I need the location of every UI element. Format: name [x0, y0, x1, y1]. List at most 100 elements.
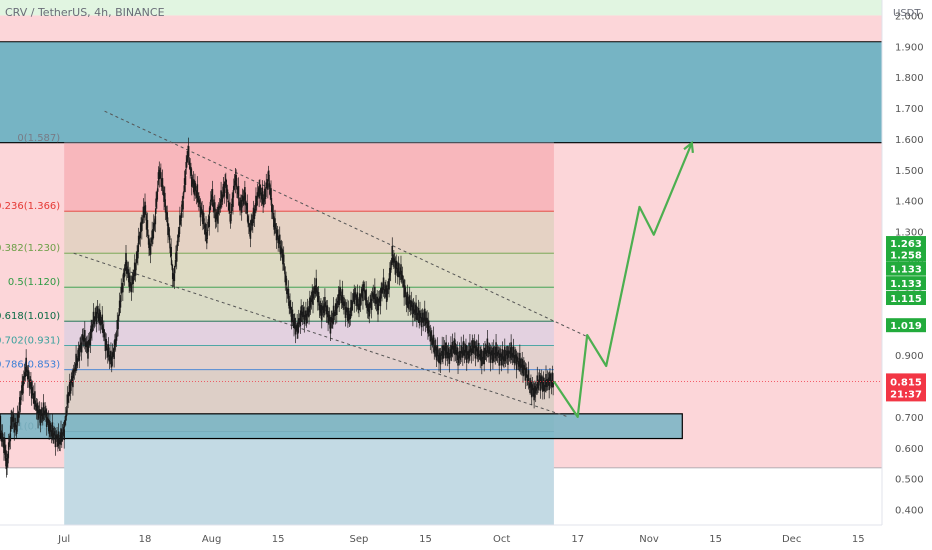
- candle-body: [323, 307, 325, 314]
- candle-body: [498, 355, 501, 366]
- candle-body: [305, 310, 307, 318]
- candle-body: [500, 353, 502, 358]
- candle-body: [393, 258, 396, 263]
- candle-body: [328, 314, 331, 322]
- price-axis[interactable]: 2.000 1.900 1.800 1.700 1.600 1.500 1.400 1.300…: [881, 0, 932, 550]
- candle-body: [537, 383, 539, 389]
- candle-body: [417, 307, 420, 315]
- candle-body: [220, 190, 222, 201]
- fib-band-lower: [64, 431, 554, 525]
- candle-body: [512, 346, 515, 356]
- candle-body: [350, 299, 352, 310]
- candle-body: [197, 197, 199, 202]
- candle-body: [362, 290, 364, 302]
- candle-body: [469, 342, 471, 353]
- candle-body: [302, 307, 305, 314]
- candle-body: [41, 413, 44, 420]
- candle-body: [72, 369, 75, 374]
- candle-body: [407, 301, 409, 309]
- candle-body: [40, 409, 43, 416]
- candle-body: [329, 324, 332, 334]
- candle-body: [317, 292, 320, 300]
- candle-body: [202, 212, 205, 222]
- candle-body: [509, 352, 512, 359]
- current-price-value: 0.815: [890, 377, 922, 388]
- candle-body: [45, 409, 47, 414]
- candle-body: [357, 303, 359, 307]
- candle-body: [45, 416, 48, 428]
- candle-body: [485, 350, 488, 356]
- fib-band-0: [64, 142, 554, 212]
- candle-body: [267, 170, 270, 177]
- candle-body: [341, 289, 344, 300]
- candle-body: [412, 307, 414, 318]
- candle-body: [43, 411, 46, 416]
- candle-body: [359, 299, 362, 306]
- fib-level-label-1: 0.236(1.366): [0, 201, 60, 212]
- candle-body: [530, 388, 533, 398]
- candle-body: [548, 379, 550, 391]
- candle-body: [334, 311, 337, 316]
- price-tick-3: 1.700: [895, 104, 924, 115]
- candle-body: [426, 317, 428, 324]
- candle-body: [237, 186, 240, 197]
- candle-body: [195, 192, 198, 198]
- fib-level-label-2: 0.382(1.230): [0, 243, 60, 254]
- time-tick-11: 15: [852, 534, 865, 545]
- candle-body: [423, 308, 426, 319]
- candle-body: [267, 180, 269, 190]
- time-tick-7: 17: [571, 534, 584, 545]
- candle-body: [480, 350, 482, 357]
- candle-body: [519, 352, 521, 364]
- candle-body: [243, 196, 245, 205]
- time-axis[interactable]: Jul 18 Aug 15 Sep 15 Oct 17 Nov 15 Dec 15: [0, 524, 932, 550]
- candle-body: [60, 428, 62, 438]
- candle-body: [206, 237, 208, 244]
- candle-body: [31, 387, 34, 393]
- candle-body: [47, 418, 50, 424]
- candle-body: [232, 197, 234, 207]
- candle-body: [281, 248, 283, 254]
- candle-body: [356, 292, 359, 302]
- candle-body: [358, 293, 361, 303]
- candle-body: [538, 375, 541, 380]
- candle-body: [87, 348, 89, 359]
- candle-body: [531, 384, 534, 390]
- candle-body: [56, 435, 58, 439]
- candle-body: [251, 219, 254, 226]
- fib-level-label-4: 0.618(1.010): [0, 311, 60, 322]
- candle-body: [108, 355, 111, 362]
- candle-body: [445, 342, 447, 352]
- price-tag-label-2: 1.133: [890, 265, 922, 276]
- candle-body: [35, 406, 38, 411]
- trendlines[interactable]: [73, 110, 588, 418]
- candle-body: [170, 246, 172, 257]
- candle-body: [110, 350, 112, 360]
- candle-body: [408, 295, 411, 304]
- projection-path: [552, 142, 693, 418]
- candle-body: [314, 289, 317, 294]
- candle-body: [213, 202, 216, 212]
- candle-body: [549, 374, 551, 381]
- candle-body: [494, 353, 497, 359]
- candle-body: [3, 439, 6, 448]
- candle-body: [95, 311, 97, 317]
- candle-body: [430, 331, 432, 337]
- candle-body: [527, 370, 530, 381]
- candle-body: [523, 366, 526, 370]
- candle-body: [474, 348, 477, 359]
- candle-body: [30, 389, 33, 399]
- candle-body: [412, 303, 415, 309]
- projection-arrowhead: [683, 140, 694, 154]
- projection-arrow[interactable]: [552, 140, 694, 418]
- candle-body: [520, 365, 523, 368]
- candle-body: [244, 187, 246, 195]
- candle-body: [12, 413, 15, 422]
- candle-body: [291, 309, 294, 319]
- candle-body: [96, 306, 99, 312]
- candle-body: [327, 315, 329, 324]
- candle-body: [98, 316, 100, 324]
- upper-green-zone: [0, 0, 882, 16]
- candle-body: [265, 182, 268, 189]
